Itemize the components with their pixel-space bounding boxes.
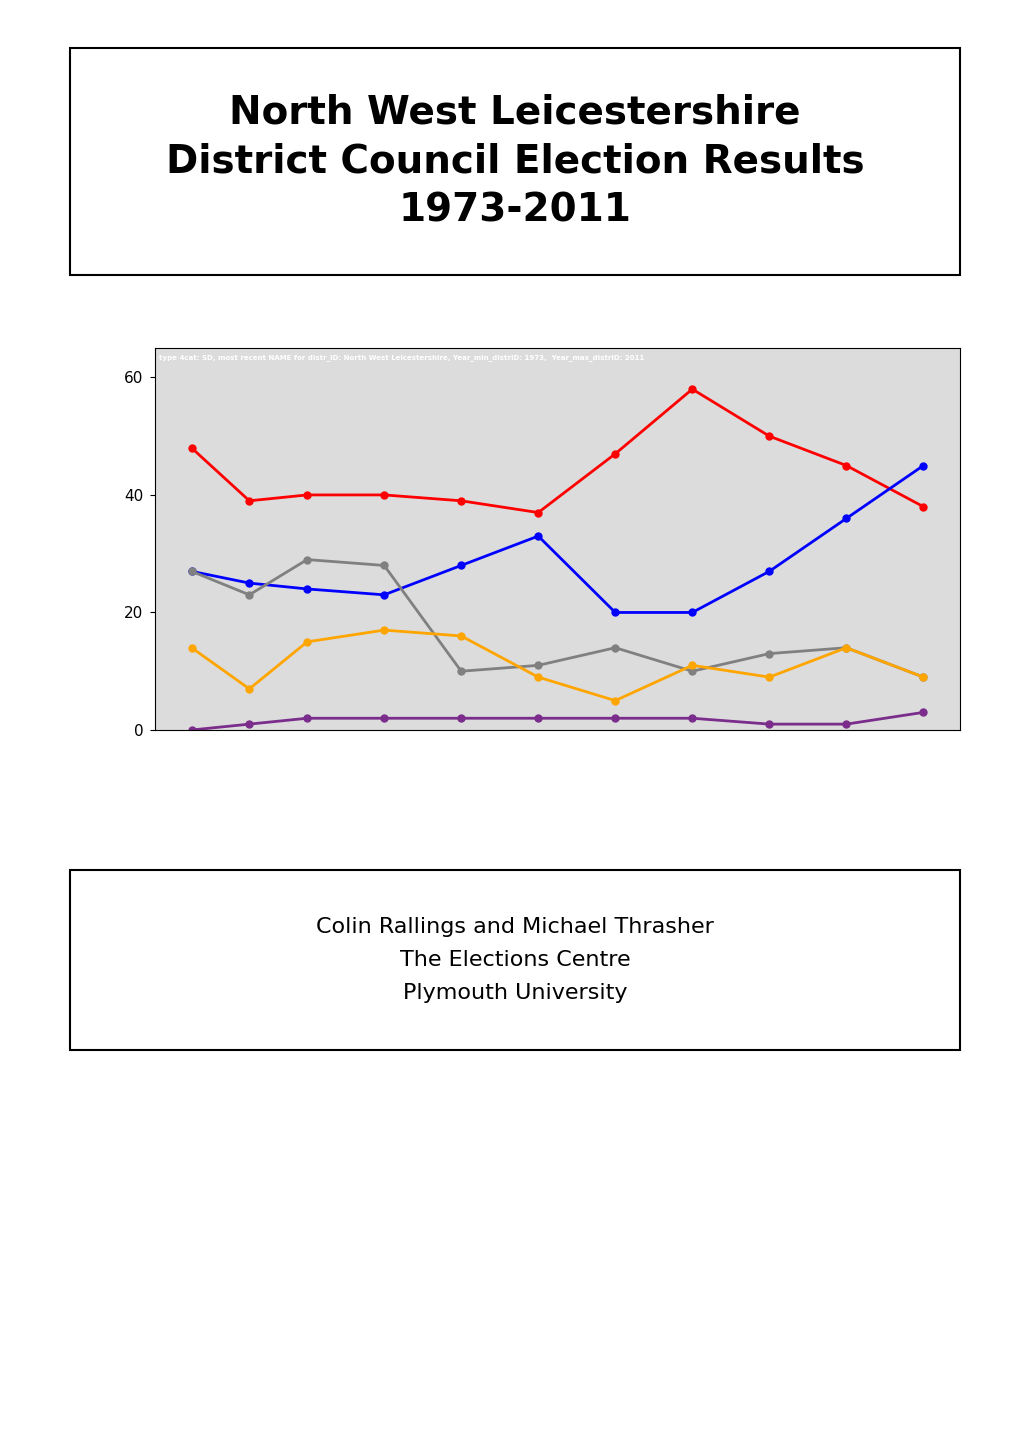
- Text: Colin Rallings and Michael Thrasher
The Elections Centre
Plymouth University: Colin Rallings and Michael Thrasher The …: [316, 917, 713, 1002]
- Text: North West Leicestershire
District Council Election Results
1973-2011: North West Leicestershire District Counc…: [165, 94, 863, 229]
- Text: type 4cat: SD, most recent NAME for distr_ID: North West Leicestershire, Year_mi: type 4cat: SD, most recent NAME for dist…: [159, 353, 644, 360]
- FancyBboxPatch shape: [70, 870, 959, 1050]
- FancyBboxPatch shape: [70, 48, 959, 275]
